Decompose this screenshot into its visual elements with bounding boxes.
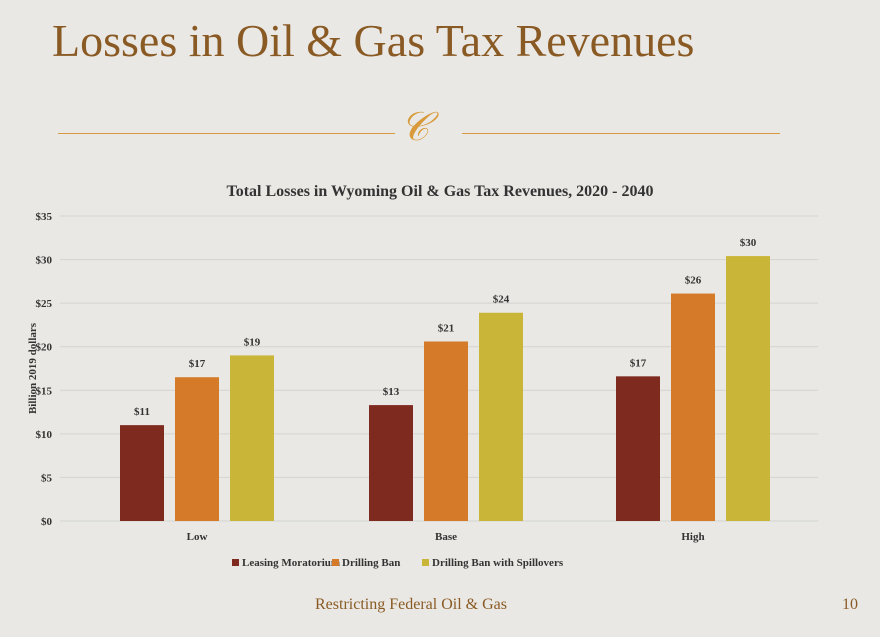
legend-swatch [332, 559, 339, 566]
divider-right [462, 133, 780, 134]
bar [230, 355, 274, 521]
legend-swatch [422, 559, 429, 566]
bar [671, 293, 715, 521]
x-tick-label: High [681, 531, 704, 543]
legend-swatch [232, 559, 239, 566]
bar-chart: Total Losses in Wyoming Oil & Gas Tax Re… [27, 183, 818, 569]
divider-left [58, 133, 395, 134]
bar [175, 377, 219, 521]
ornament-icon: 𝒞 [400, 104, 430, 150]
x-tick-label: Base [435, 531, 457, 543]
y-axis-label: Billion 2019 dollars [27, 322, 39, 414]
data-label: $26 [685, 275, 702, 287]
page-number: 10 [842, 596, 858, 613]
bar [424, 341, 468, 521]
bar [616, 376, 660, 521]
y-tick-label: $25 [36, 298, 53, 310]
data-label: $17 [630, 357, 647, 369]
legend-label: Drilling Ban [342, 557, 400, 569]
y-tick-label: $35 [36, 211, 53, 223]
bar [369, 405, 413, 521]
slide-footer: Restricting Federal Oil & Gas [315, 596, 507, 613]
legend-label: Drilling Ban with Spillovers [432, 557, 564, 569]
data-label: $11 [134, 406, 150, 418]
slide-title: Losses in Oil & Gas Tax Revenues [52, 15, 695, 66]
bar [479, 312, 523, 521]
y-tick-label: $5 [41, 472, 53, 484]
data-label: $24 [493, 294, 510, 306]
bar [726, 256, 770, 521]
data-label: $30 [740, 237, 757, 249]
y-tick-label: $15 [36, 385, 53, 397]
y-tick-label: $20 [36, 342, 53, 354]
data-label: $19 [244, 336, 261, 348]
data-label: $13 [383, 386, 400, 398]
data-label: $21 [438, 322, 455, 334]
legend-label: Leasing Moratorium [242, 557, 340, 569]
y-tick-label: $0 [41, 516, 53, 528]
data-label: $17 [189, 358, 206, 370]
y-tick-label: $10 [36, 429, 53, 441]
y-tick-label: $30 [36, 255, 53, 267]
x-tick-label: Low [187, 531, 208, 543]
chart-title: Total Losses in Wyoming Oil & Gas Tax Re… [226, 183, 653, 200]
bar [120, 425, 164, 521]
